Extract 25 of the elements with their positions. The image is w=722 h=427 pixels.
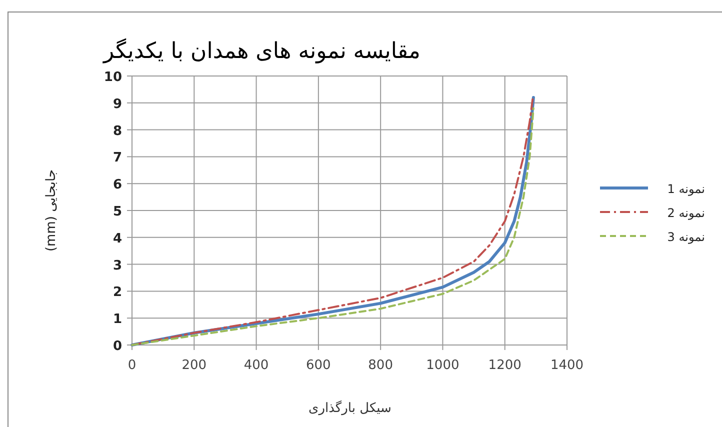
y-tick-label: 9 <box>112 96 122 112</box>
y-tick-label: 1 <box>112 312 122 328</box>
x-tick-label: 1400 <box>550 358 584 373</box>
legend-label: نمونه 2 <box>667 206 705 220</box>
x-axis-title: سیکل بارگذاری <box>308 400 392 416</box>
x-tick-label: 400 <box>244 358 269 373</box>
x-tick-label: 1200 <box>488 358 522 373</box>
chart-title: مقایسه نمونه های همدان با یکدیگر <box>102 38 420 64</box>
x-tick-label: 600 <box>306 358 331 373</box>
x-tick-label: 0 <box>128 358 136 373</box>
y-tick-label: 2 <box>112 285 122 300</box>
y-tick-label: 6 <box>112 178 122 193</box>
y-axis-title: جابجایی (mm) <box>44 169 59 252</box>
x-tick-label: 200 <box>182 358 207 373</box>
y-tick-label: 3 <box>112 258 122 274</box>
y-tick-label: 10 <box>104 70 122 85</box>
y-tick-label: 8 <box>112 124 122 139</box>
y-tick-label: 0 <box>112 339 122 354</box>
x-tick-label: 1000 <box>426 358 460 373</box>
y-tick-label: 7 <box>112 150 122 166</box>
legend-label: نمونه 1 <box>667 182 705 196</box>
x-tick-label: 800 <box>368 358 393 373</box>
y-tick-label: 5 <box>112 204 122 220</box>
legend-label: نمونه 3 <box>667 230 705 244</box>
y-tick-label: 4 <box>112 231 122 246</box>
